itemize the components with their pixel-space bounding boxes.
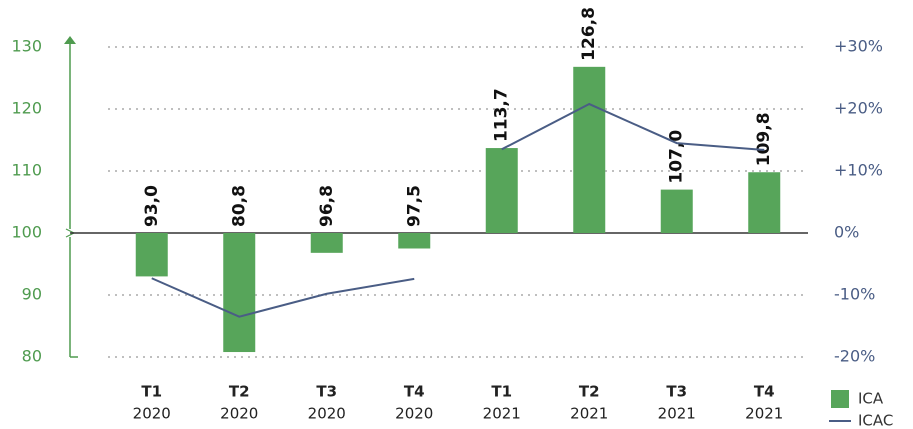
bar [573, 66, 606, 233]
bar [135, 233, 168, 277]
value-label: 97,5 [404, 185, 424, 227]
x-tick-label: 2020 [220, 405, 258, 423]
x-tick-label: 2020 [395, 405, 433, 423]
y2-tick-label: +10% [834, 161, 883, 180]
x-tick-label: T4 [404, 383, 425, 401]
y-tick-label: 130 [11, 37, 42, 56]
value-label: 109,8 [754, 112, 774, 166]
bar [223, 233, 256, 353]
bar [398, 233, 431, 249]
x-tick-label: T4 [754, 383, 775, 401]
x-tick-label: 2020 [133, 405, 171, 423]
y2-tick-label: 0% [834, 223, 859, 242]
legend-swatch [831, 390, 849, 408]
line [151, 277, 415, 318]
y2-tick-label: +30% [834, 37, 883, 56]
x-tick-label: T1 [491, 383, 512, 401]
value-label: 96,8 [317, 185, 337, 227]
value-label: 126,8 [579, 7, 599, 61]
x-tick-label: 2021 [483, 405, 521, 423]
y-tick-label: 110 [11, 161, 42, 180]
x-tick-label: 2020 [308, 405, 346, 423]
y2-tick-label: -10% [834, 285, 875, 304]
x-tick-label: T2 [579, 383, 600, 401]
bar [660, 189, 693, 233]
value-label: 93,0 [142, 185, 162, 227]
x-tick-label: 2021 [658, 405, 696, 423]
y-axis-arrow [64, 36, 76, 44]
value-label: 113,7 [492, 88, 512, 142]
y-tick-label: 100 [11, 223, 42, 242]
legend-label: ICA [858, 390, 884, 408]
x-tick-label: T3 [316, 383, 337, 401]
y2-tick-label: +20% [834, 99, 883, 118]
x-tick-label: T1 [141, 383, 162, 401]
bar [748, 172, 781, 233]
bar [485, 148, 518, 233]
legend-label: ICAC [858, 412, 893, 429]
bar [310, 233, 343, 253]
value-label: 80,8 [229, 185, 249, 227]
x-tick-label: 2021 [745, 405, 783, 423]
y-tick-label: 80 [22, 347, 42, 366]
x-tick-label: T2 [229, 383, 250, 401]
line [501, 102, 765, 151]
value-label: 107,0 [667, 130, 687, 184]
x-tick-label: T3 [666, 383, 687, 401]
y-tick-label: 90 [22, 285, 42, 304]
y-tick-label: 120 [11, 99, 42, 118]
x-tick-label: 2021 [570, 405, 608, 423]
y2-tick-label: -20% [834, 347, 875, 366]
